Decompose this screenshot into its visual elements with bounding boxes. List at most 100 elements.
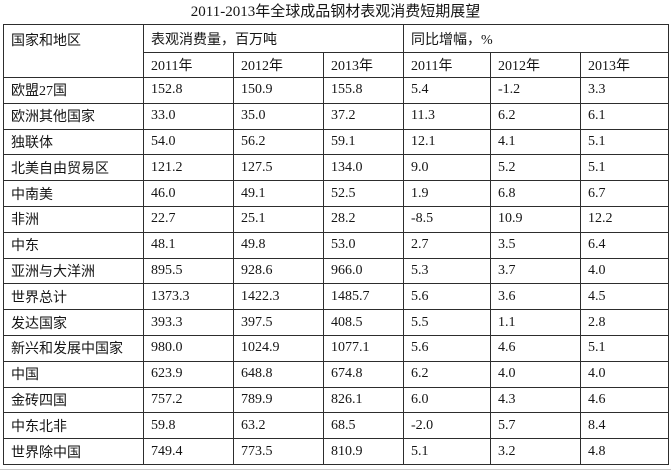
value-cell: 1077.1 <box>322 334 405 362</box>
value-cell: 5.1 <box>580 334 670 362</box>
value-cell: 810.9 <box>322 438 405 465</box>
value-cell: 127.5 <box>233 154 324 182</box>
value-cell: 54.0 <box>143 128 234 156</box>
value-cell: 3.3 <box>580 77 670 104</box>
table-row: 中国 623.9 648.8 674.8 6.2 4.0 4.0 <box>3 360 670 388</box>
value-cell: 826.1 <box>322 386 405 414</box>
steel-consumption-table: 国家和地区 表观消费量，百万吨 同比增幅，% 2011年 2012年 2013年… <box>3 24 670 465</box>
value-cell: 49.1 <box>233 180 324 207</box>
value-cell: 966.0 <box>322 257 405 285</box>
value-cell: 5.6 <box>403 283 492 311</box>
header-growth-group: 同比增幅，% <box>403 24 670 53</box>
region-cell: 世界总计 <box>3 283 144 311</box>
value-cell: 749.4 <box>143 438 234 465</box>
value-cell: 1422.3 <box>233 283 324 311</box>
value-cell: 48.1 <box>143 231 234 259</box>
header-year-consumption-2012: 2012年 <box>233 52 324 78</box>
value-cell: 6.2 <box>403 360 492 388</box>
value-cell: 5.7 <box>490 412 582 440</box>
value-cell: 4.5 <box>580 283 670 311</box>
table-row: 世界总计 1373.3 1422.3 1485.7 5.6 3.6 4.5 <box>3 283 670 311</box>
region-cell: 中国 <box>3 360 144 388</box>
region-cell: 发达国家 <box>3 309 144 336</box>
value-cell: 5.1 <box>403 438 492 465</box>
value-cell: 4.6 <box>580 386 670 414</box>
table-row: 欧盟27国 152.8 150.9 155.8 5.4 -1.2 3.3 <box>3 77 670 104</box>
value-cell: 35.0 <box>233 102 324 130</box>
value-cell: 648.8 <box>233 360 324 388</box>
value-cell: 53.0 <box>322 231 405 259</box>
table-row: 新兴和发展中国家 980.0 1024.9 1077.1 5.6 4.6 5.1 <box>3 334 670 362</box>
value-cell: 68.5 <box>322 412 405 440</box>
table-row: 中东北非 59.8 63.2 68.5 -2.0 5.7 8.4 <box>3 412 670 440</box>
value-cell: 4.0 <box>580 360 670 388</box>
value-cell: 59.8 <box>143 412 234 440</box>
value-cell: 757.2 <box>143 386 234 414</box>
value-cell: 3.5 <box>490 231 582 259</box>
region-cell: 新兴和发展中国家 <box>3 334 144 362</box>
table-row: 世界除中国 749.4 773.5 810.9 5.1 3.2 4.8 <box>3 438 670 465</box>
value-cell: 773.5 <box>233 438 324 465</box>
value-cell: 33.0 <box>143 102 234 130</box>
page-title: 2011-2013年全球成品钢材表观消费短期展望 <box>190 4 481 20</box>
value-cell: -1.2 <box>490 77 582 104</box>
header-year-growth-2011: 2011年 <box>403 52 492 78</box>
value-cell: 4.0 <box>580 257 670 285</box>
value-cell: 6.1 <box>580 102 670 130</box>
value-cell: 12.1 <box>403 128 492 156</box>
table-row: 中南美 46.0 49.1 52.5 1.9 6.8 6.7 <box>3 180 670 207</box>
value-cell: 150.9 <box>233 77 324 104</box>
value-cell: 5.3 <box>403 257 492 285</box>
value-cell: 121.2 <box>143 154 234 182</box>
value-cell: 4.3 <box>490 386 582 414</box>
value-cell: 8.4 <box>580 412 670 440</box>
value-cell: 46.0 <box>143 180 234 207</box>
value-cell: 4.0 <box>490 360 582 388</box>
value-cell: 2.8 <box>580 309 670 336</box>
value-cell: 5.1 <box>580 154 670 182</box>
value-cell: 56.2 <box>233 128 324 156</box>
value-cell: 5.5 <box>403 309 492 336</box>
region-cell: 中东 <box>3 231 144 259</box>
value-cell: 22.7 <box>143 205 234 233</box>
value-cell: 928.6 <box>233 257 324 285</box>
table-row: 亚洲与大洋洲 895.5 928.6 966.0 5.3 3.7 4.0 <box>3 257 670 285</box>
value-cell: 11.3 <box>403 102 492 130</box>
value-cell: 895.5 <box>143 257 234 285</box>
value-cell: 6.0 <box>403 386 492 414</box>
region-cell: 非洲 <box>3 205 144 233</box>
value-cell: 1.9 <box>403 180 492 207</box>
region-cell: 独联体 <box>3 128 144 156</box>
value-cell: 789.9 <box>233 386 324 414</box>
value-cell: 5.2 <box>490 154 582 182</box>
region-cell: 欧洲其他国家 <box>3 102 144 130</box>
region-cell: 中南美 <box>3 180 144 207</box>
value-cell: -8.5 <box>403 205 492 233</box>
value-cell: 25.1 <box>233 205 324 233</box>
value-cell: 28.2 <box>322 205 405 233</box>
value-cell: 5.4 <box>403 77 492 104</box>
table-row: 北美自由贸易区 121.2 127.5 134.0 9.0 5.2 5.1 <box>3 154 670 182</box>
value-cell: 393.3 <box>143 309 234 336</box>
value-cell: 152.8 <box>143 77 234 104</box>
value-cell: 12.2 <box>580 205 670 233</box>
value-cell: 134.0 <box>322 154 405 182</box>
value-cell: 5.1 <box>580 128 670 156</box>
value-cell: 1.1 <box>490 309 582 336</box>
value-cell: 408.5 <box>322 309 405 336</box>
region-cell: 亚洲与大洋洲 <box>3 257 144 285</box>
table-row: 独联体 54.0 56.2 59.1 12.1 4.1 5.1 <box>3 128 670 156</box>
value-cell: 59.1 <box>322 128 405 156</box>
value-cell: 3.7 <box>490 257 582 285</box>
value-cell: 155.8 <box>322 77 405 104</box>
table-row: 发达国家 393.3 397.5 408.5 5.5 1.1 2.8 <box>3 309 670 336</box>
table-body: 欧盟27国 152.8 150.9 155.8 5.4 -1.2 3.3 欧洲其他国家 33.0… <box>3 77 670 465</box>
value-cell: 5.6 <box>403 334 492 362</box>
value-cell: 63.2 <box>233 412 324 440</box>
header-year-consumption-2011: 2011年 <box>143 52 234 78</box>
value-cell: 9.0 <box>403 154 492 182</box>
value-cell: 1485.7 <box>322 283 405 311</box>
value-cell: 49.8 <box>233 231 324 259</box>
value-cell: 2.7 <box>403 231 492 259</box>
region-cell: 北美自由贸易区 <box>3 154 144 182</box>
